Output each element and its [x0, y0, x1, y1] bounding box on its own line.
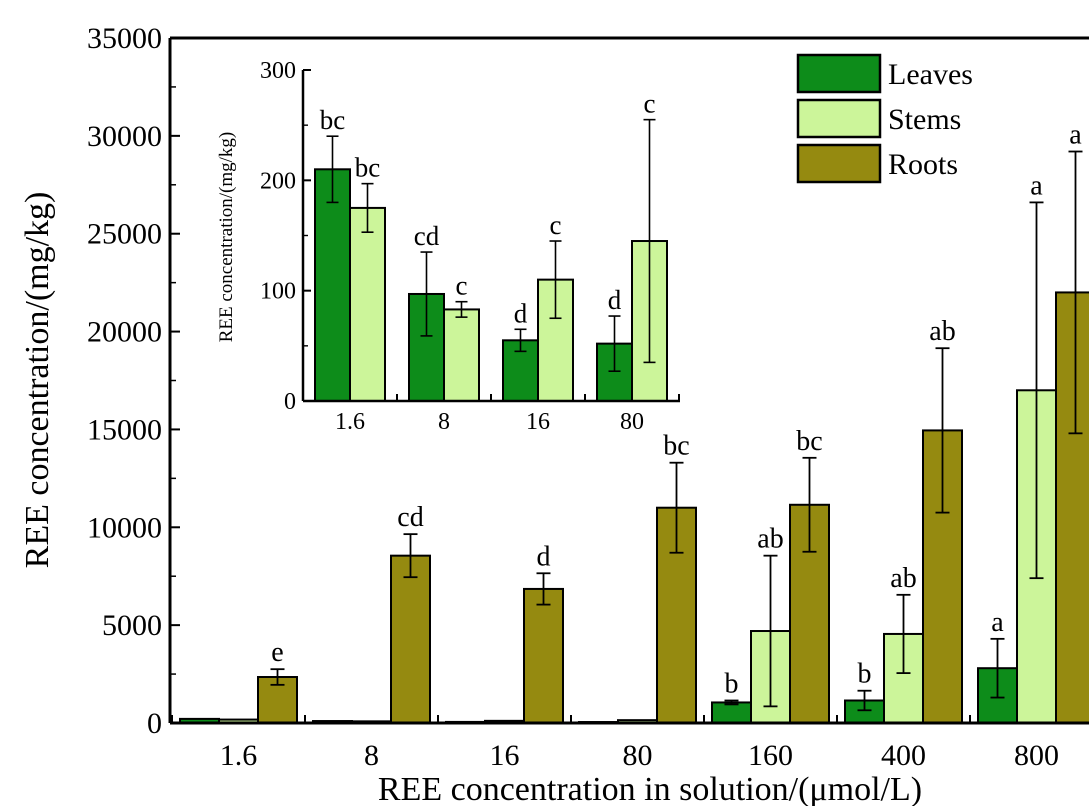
y-tick-label: 35000	[87, 22, 162, 55]
inset-bar-leaves	[314, 168, 351, 402]
significance-label: a	[1069, 120, 1082, 151]
bar-leaves	[711, 701, 752, 725]
x-tick-label: 8	[364, 739, 379, 772]
inset-significance-label: d	[608, 285, 622, 315]
y-tick-label: 5000	[102, 609, 162, 642]
legend-label-roots: Roots	[888, 148, 958, 181]
significance-label: b	[725, 668, 739, 699]
inset-chart: bc cd d d bc c c c 0 100 200 300 1.6 8 16 80 REE concent…	[216, 58, 680, 435]
y-tick-label: 30000	[87, 120, 162, 153]
inset-y-tick-label: 300	[260, 58, 296, 84]
legend-label-stems: Stems	[888, 103, 961, 136]
x-tick-label: 1.6	[220, 739, 258, 772]
legend: Leaves Stems Roots	[796, 53, 973, 184]
inset-bar-stems	[349, 206, 386, 402]
x-axis-title: REE concentration in solution/(μmol/L)	[378, 771, 922, 806]
inset-x-tick-label: 1.6	[335, 409, 365, 435]
x-tick-label: 80	[623, 739, 653, 772]
inset-x-tick-label: 16	[526, 409, 550, 435]
y-tick-label: 25000	[87, 218, 162, 251]
significance-label: ab	[929, 316, 955, 347]
significance-label: cd	[397, 502, 423, 533]
bar-roots	[390, 554, 431, 725]
significance-label: bc	[796, 426, 822, 457]
legend-swatch-leaves	[796, 53, 882, 94]
y-tick-label: 20000	[87, 316, 162, 349]
inset-significance-label: c	[644, 89, 656, 119]
inset-bar-stems	[443, 308, 480, 403]
y-axis-title: REE concentration/(mg/kg)	[19, 192, 56, 569]
significance-label: a	[991, 607, 1004, 638]
significance-label: b	[858, 659, 872, 690]
inset-significance-label: bc	[320, 105, 346, 135]
inset-significance-label: c	[550, 210, 562, 240]
bar-roots	[523, 587, 564, 725]
x-tick-label: 800	[1014, 739, 1059, 772]
x-tick-label: 16	[490, 739, 520, 772]
significance-label: a	[1030, 170, 1043, 201]
inset-significance-label: cd	[414, 221, 440, 251]
inset-y-tick-label: 0	[284, 389, 296, 415]
inset-significance-label: bc	[355, 153, 381, 183]
x-tick-label: 400	[881, 739, 926, 772]
significance-label: ab	[890, 563, 916, 594]
significance-label: d	[537, 541, 551, 572]
significance-label: e	[271, 637, 283, 668]
y-tick-label: 0	[147, 707, 162, 740]
significance-label: ab	[757, 524, 783, 555]
y-tick-label: 15000	[87, 413, 162, 446]
y-tick-label: 10000	[87, 511, 162, 544]
x-tick-label: 160	[748, 739, 793, 772]
inset-y-tick-label: 200	[260, 168, 296, 194]
inset-significance-label: d	[514, 298, 528, 328]
bar-roots	[1055, 291, 1089, 724]
legend-label-leaves: Leaves	[888, 58, 973, 91]
inset-y-axis-title: REE concentration/(mg/kg)	[216, 132, 237, 343]
inset-x-tick-label: 8	[438, 409, 450, 435]
inset-x-tick-label: 80	[620, 409, 644, 435]
inset-significance-label: c	[456, 271, 468, 301]
significance-label: bc	[663, 431, 689, 462]
legend-swatch-roots	[796, 143, 882, 184]
inset-y-tick-label: 100	[260, 279, 296, 305]
legend-swatch-stems	[796, 98, 882, 139]
